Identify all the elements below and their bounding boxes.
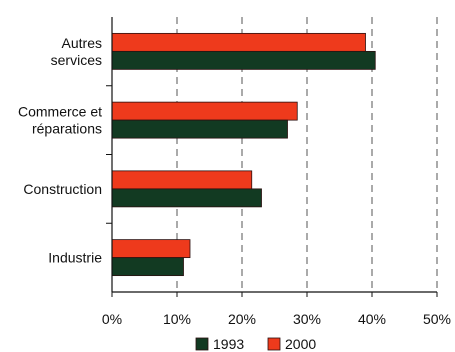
- x-tick-label: 10%: [163, 311, 191, 327]
- category-label: Industrie: [48, 250, 102, 266]
- legend-label-2000: 2000: [285, 336, 316, 352]
- category-labels: Autres services Commerce et réparations Cons…: [18, 35, 102, 266]
- axes: [106, 17, 438, 297]
- bar-2000: [111, 170, 253, 190]
- bar-1993: [111, 257, 184, 277]
- bar-1993: [111, 50, 376, 70]
- bar-2000: [111, 32, 366, 52]
- legend: 1993 2000: [195, 336, 316, 352]
- category-label: Autres services: [51, 35, 102, 68]
- x-tick-label: 20%: [228, 311, 256, 327]
- x-tick-labels: 0% 10% 20% 30% 40% 50%: [102, 311, 451, 327]
- category-label: Commerce et réparations: [18, 104, 102, 137]
- legend-swatch-2000: [267, 337, 281, 351]
- bar-2000: [111, 101, 298, 121]
- x-tick-label: 30%: [293, 311, 321, 327]
- bar-1993: [111, 119, 288, 139]
- x-tick-label: 40%: [358, 311, 386, 327]
- legend-label-1993: 1993: [213, 336, 244, 352]
- bar-2000: [111, 239, 191, 259]
- x-tick-label: 50%: [423, 311, 451, 327]
- bar-1993: [111, 188, 262, 208]
- x-tick-label: 0%: [102, 311, 122, 327]
- legend-swatch-1993: [195, 337, 209, 351]
- category-label: Construction: [23, 181, 102, 197]
- bars: [111, 32, 376, 277]
